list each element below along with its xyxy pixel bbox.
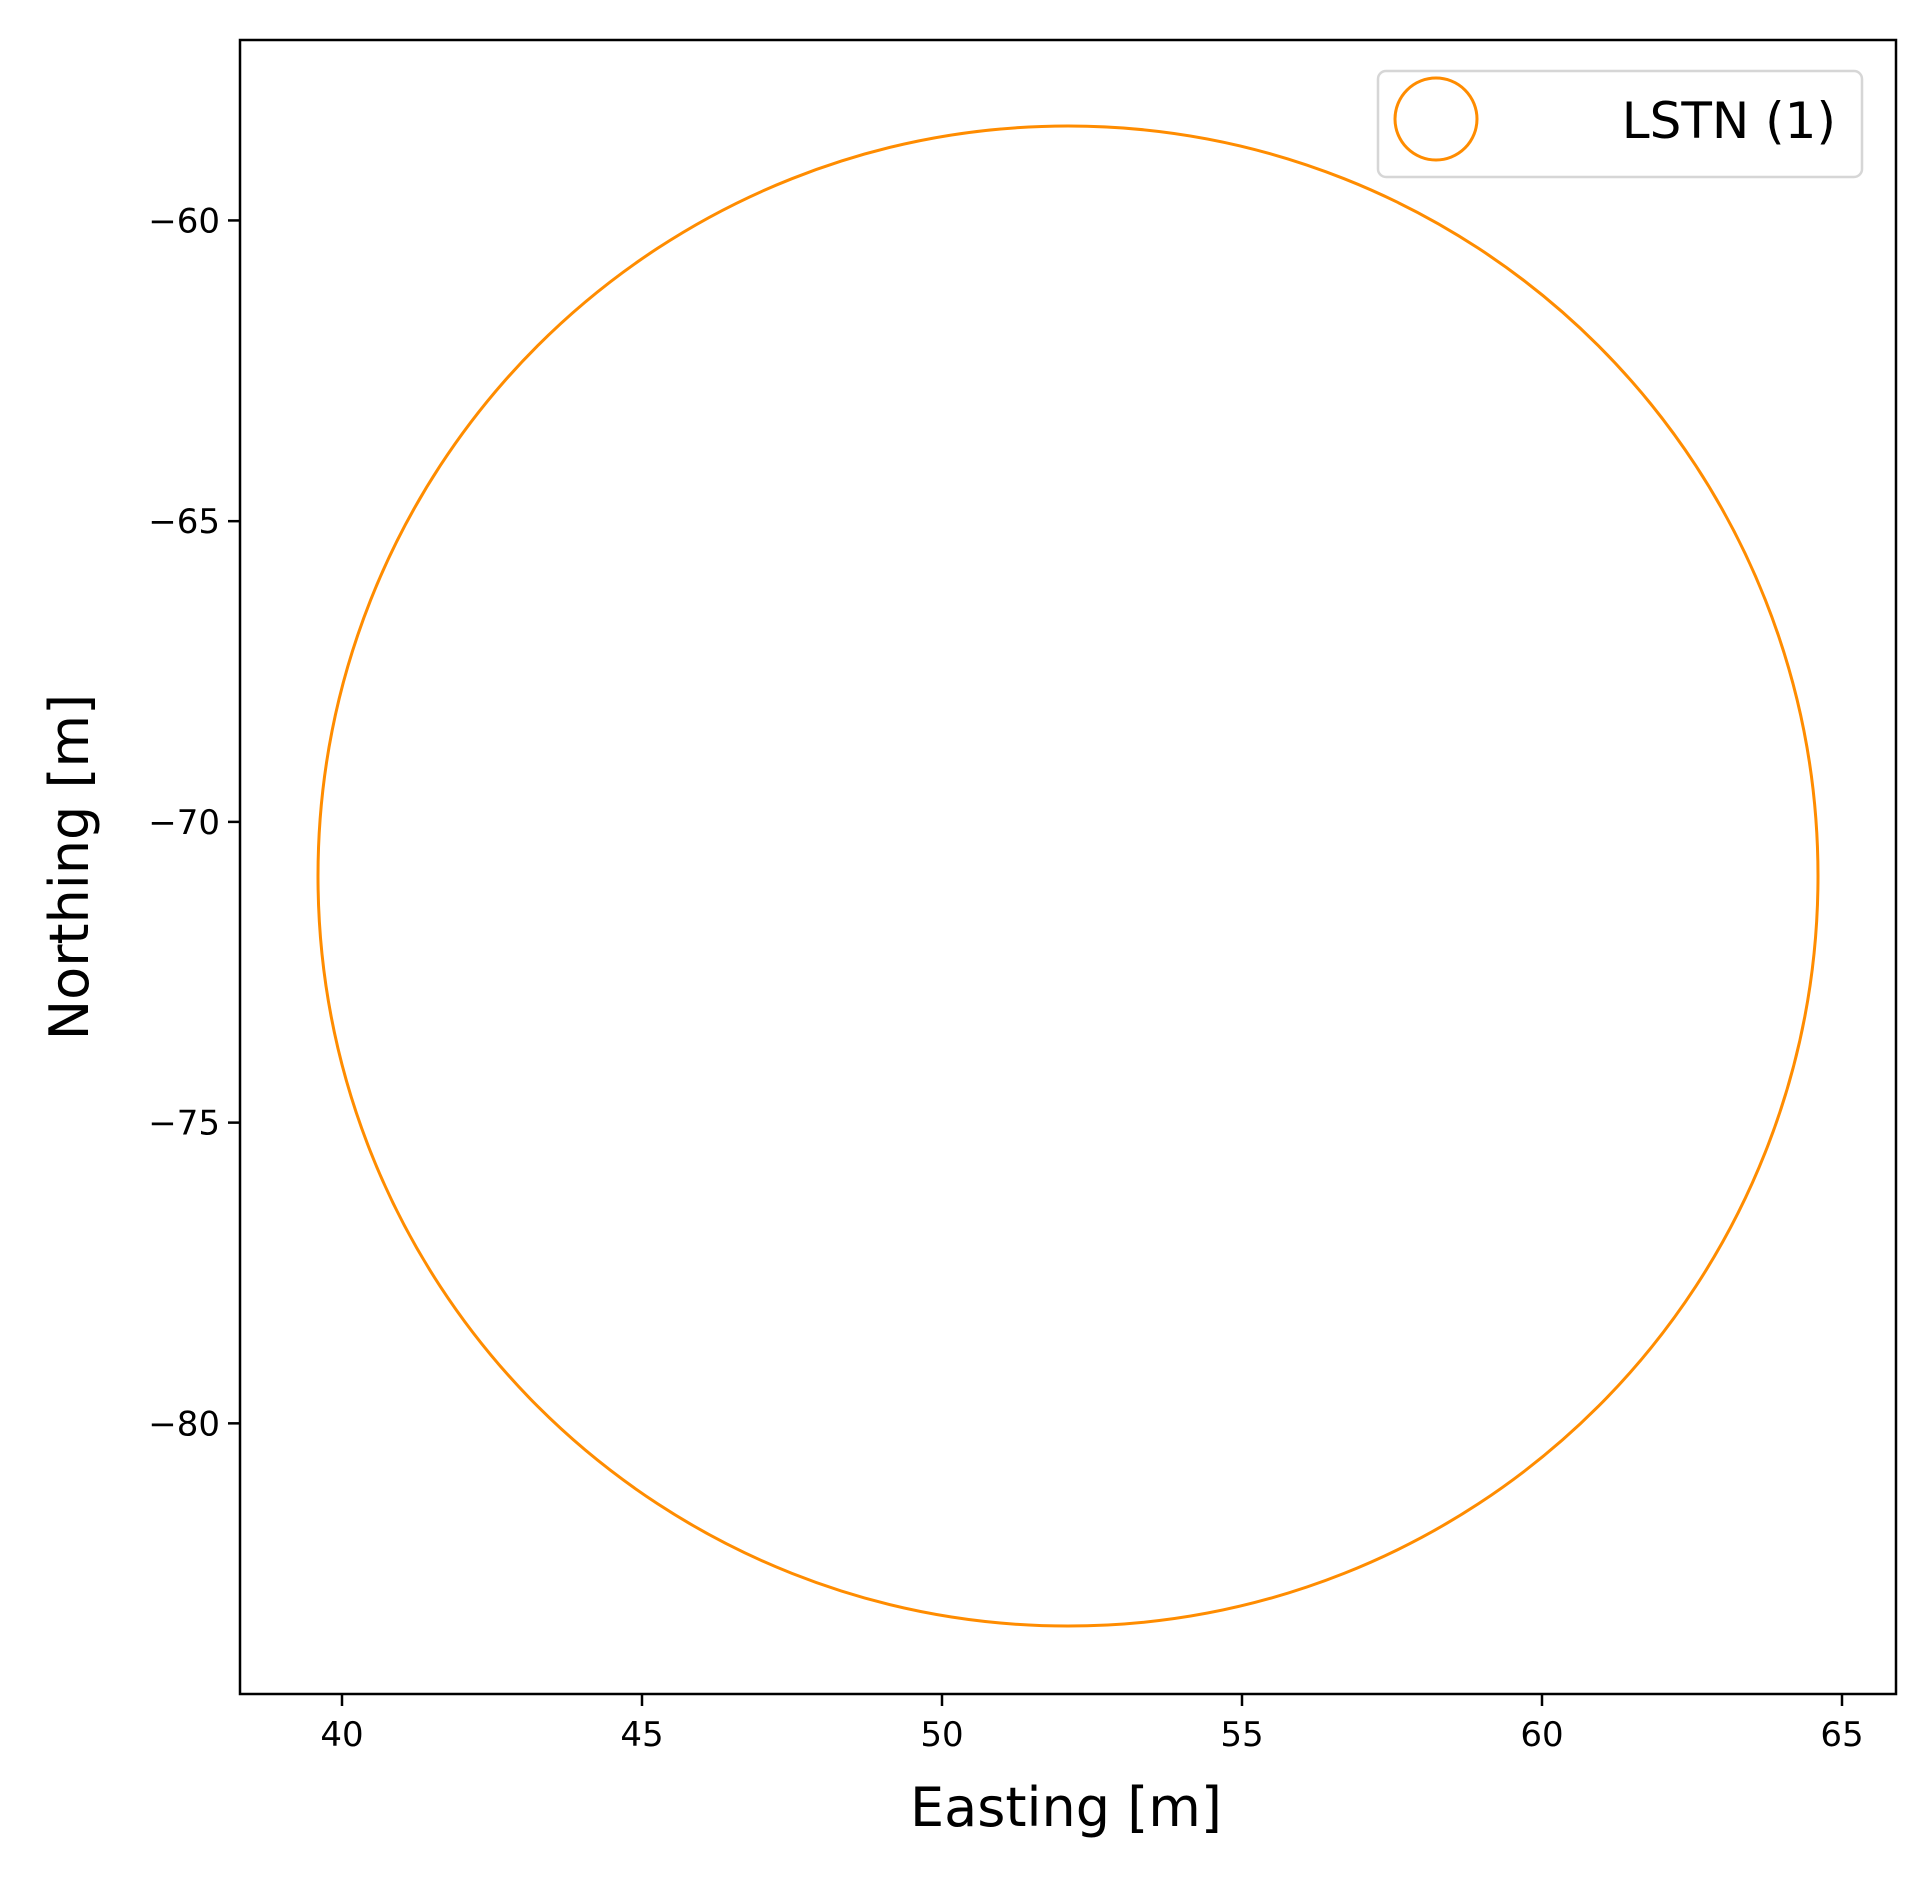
x-axis-label: Easting [m] <box>910 1776 1222 1839</box>
plot-frame <box>238 38 1898 1696</box>
plot-area <box>316 124 1820 1628</box>
y-tick-label: −75 <box>148 1104 220 1144</box>
y-tick-label: −70 <box>148 803 220 843</box>
x-tick-label: 45 <box>620 1715 663 1755</box>
legend-marker <box>1393 76 1479 162</box>
x-tick-label: 55 <box>1220 1715 1263 1755</box>
y-tick-label: −60 <box>148 201 220 241</box>
legend-label: LSTN (1) <box>1622 92 1836 150</box>
legend: LSTN (1) <box>1376 69 1864 179</box>
data-point <box>316 124 1820 1628</box>
x-tick-label: 65 <box>1820 1715 1863 1755</box>
x-tick-label: 60 <box>1520 1715 1563 1755</box>
y-axis-ticks: −60 −65 −70 −75 −80 <box>148 201 240 1444</box>
y-tick-label: −80 <box>148 1404 220 1444</box>
legend-box <box>1376 69 1864 179</box>
y-tick-label: −65 <box>148 502 220 542</box>
x-tick-label: 50 <box>920 1715 963 1755</box>
x-tick-label: 40 <box>320 1715 363 1755</box>
x-axis-ticks: 40 45 50 55 60 65 <box>320 1694 1864 1755</box>
y-axis-label: Northing [m] <box>38 694 101 1040</box>
